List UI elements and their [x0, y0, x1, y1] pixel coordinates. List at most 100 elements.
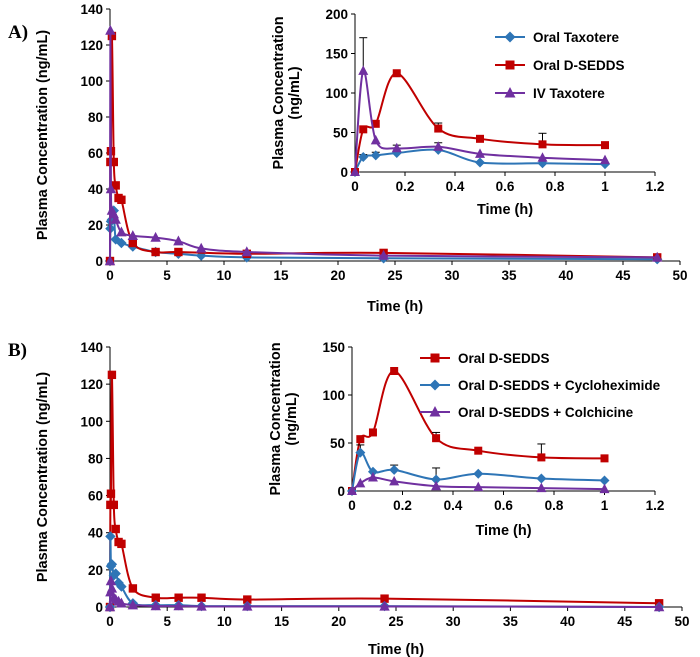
panel-b-main-point-oral-d-sedds [243, 595, 252, 604]
panel-b-inset-x-tick-label: 0.6 [494, 498, 513, 513]
panel-a-inset-point-oral-d-sedds [476, 134, 484, 143]
panel-b-main-point-oral-d-sedds [380, 594, 389, 603]
panel-a-main-point-oral-taxotere [110, 234, 121, 245]
panel-b-inset-legend-marker-oral-d-sedds-colchicine [429, 406, 441, 417]
panel-b-main-point-oral-d-sedds [174, 593, 183, 602]
panel-a-main-x-tick-label: 20 [330, 268, 345, 283]
panel-b-inset-point-oral-d-sedds-colchicine [599, 483, 610, 494]
panel-a-inset-point-oral-d-sedds [371, 119, 380, 128]
panel-b-main-x-tick-label: 0 [106, 614, 114, 629]
panel-b-main-point-oral-d-sedds-cycloheximide [110, 568, 121, 579]
panel-a-inset-point-iv-taxotere [358, 65, 369, 75]
panel-a-main-point-oral-taxotere [116, 237, 127, 249]
panel-a-inset-series-iv-taxotere [350, 37, 610, 176]
panel-b-inset-point-oral-d-sedds-cycloheximide [355, 447, 366, 458]
panel-b-main-point-oral-d-sedds-colchicine [150, 600, 161, 611]
panel-b-main-point-oral-d-sedds-colchicine [127, 599, 139, 610]
panel-b-inset-point-oral-d-sedds [537, 453, 546, 462]
panel-b-main-point-oral-d-sedds [117, 539, 126, 549]
panel-a-chart: 0 5 10 15 20 25 30 35 40 45 50020406080100120140Ti… [35, 2, 688, 315]
panel-a-inset-point-oral-taxotere [358, 151, 369, 162]
panel-a-inset-legend-label: IV Taxotere [533, 86, 605, 101]
panel-b-inset-legend-label: Oral D-SEDDS + Colchicine [458, 405, 634, 420]
panel-b-inset-y-tick-label: 100 [322, 388, 345, 403]
panel-a-main-point-oral-d-sedds [174, 247, 183, 257]
panel-b-inset-point-oral-d-sedds-colchicine [536, 482, 547, 493]
panel-b-inset-x-tick-label: 0.2 [393, 498, 412, 513]
panel-b-main-y-tick-label: 100 [80, 414, 103, 429]
panel-a-main-point-iv-taxotere [116, 226, 127, 237]
panel-b-inset-legend: Oral D-SEDDS Oral D-SEDDS + Cycloheximide… [420, 351, 661, 420]
panel-a-inset-legend-marker-oral-taxotere [504, 31, 516, 43]
panel-a-main-point-oral-d-sedds [151, 247, 160, 257]
panel-b-main-x-tick-label: 40 [560, 614, 575, 629]
panel-a-main-x-tick-label: 10 [216, 268, 231, 283]
panel-b-main-point-oral-d-sedds-colchicine [196, 600, 207, 611]
panel-b-main-x-tick-label: 10 [217, 614, 232, 629]
panel-b-main-point-oral-d-sedds-colchicine [173, 600, 184, 611]
panel-b-inset-point-oral-d-sedds-colchicine [473, 481, 484, 492]
panel-a-inset-point-iv-taxotere [537, 152, 548, 162]
panel-b-inset-point-oral-d-sedds [600, 454, 609, 463]
panel-b-inset-point-oral-d-sedds [390, 367, 399, 375]
panel-a-inset-chart: 0 0.2 0.4 0.6 0.8 1 1.2 0 50 100 150 200 Time (h) Pla… [271, 7, 664, 218]
panel-a-inset-x-tick-label: 0.2 [396, 179, 415, 194]
panel-b-inset-chart: 0 0.2 0.4 0.6 0.8 1 1.2 0 50 100 150 Time (h) Plasma… [268, 340, 664, 539]
panel-b-inset-point-oral-d-sedds-cycloheximide [367, 466, 378, 477]
panel-a-main-point-iv-taxotere [105, 24, 116, 35]
panel-a-main-x-tick-label: 30 [444, 268, 459, 283]
panel-a-main-y-tick-label: 20 [88, 218, 103, 233]
panel-b-inset-point-oral-d-sedds-cycloheximide [599, 475, 610, 486]
panel-a-inset-point-oral-d-sedds [538, 140, 547, 149]
panel-a-inset-x-tick-label: 0.8 [546, 179, 565, 194]
panel-b-main-x-tick-label: 20 [331, 614, 346, 629]
panel-a-inset-legend: Oral Taxotere Oral D-SEDDS IV Taxotere [495, 30, 625, 101]
panel-a-inset-point-oral-d-sedds [392, 69, 401, 78]
panel-b-inset-point-oral-d-sedds [474, 446, 483, 455]
panel-a-inset-point-oral-taxotere [475, 157, 485, 168]
panel-b-inset-point-oral-d-sedds-cycloheximide [473, 468, 484, 479]
panel-a-inset-point-oral-d-sedds [434, 124, 443, 133]
panel-a-inset-point-iv-taxotere [600, 154, 610, 165]
panel-a-main-x-tick-label: 35 [501, 268, 517, 283]
panel-a-main-x-tick-label: 5 [163, 268, 171, 283]
panel-a-main-point-iv-taxotere [241, 246, 252, 257]
panel-b-main-point-oral-d-sedds-colchicine [242, 600, 253, 611]
panel-a-main-x-tick-label: 40 [558, 268, 573, 283]
panel-b-main-point-oral-d-sedds-colchicine [379, 600, 390, 611]
panel-a-main-y-tick-label: 40 [88, 182, 103, 197]
panel-label-b: B) [8, 340, 27, 361]
panel-b-main-point-oral-d-sedds [107, 370, 117, 380]
panel-b-inset-y-tick-label: 50 [330, 436, 345, 451]
panel-a-main-series-iv-taxotere [104, 24, 663, 266]
panel-a-main-point-iv-taxotere [196, 242, 207, 253]
panel-b-inset-point-oral-d-sedds-colchicine [431, 480, 442, 491]
panel-b-main-point-oral-d-sedds [197, 593, 206, 602]
panel-b-main-y-tick-label: 60 [88, 489, 103, 504]
panel-b-main-y-tick-label: 0 [95, 600, 103, 615]
panel-b-main-y-tick-label: 80 [88, 451, 103, 466]
panel-a-main-y-tick-label: 120 [80, 38, 103, 53]
panel-a-main-y-tick-label: 100 [80, 74, 103, 89]
panel-a-inset-legend-marker-iv-taxotere [504, 87, 516, 98]
panel-b-main-point-oral-d-sedds-colchicine [105, 575, 117, 586]
panel-a-main-point-oral-d-sedds [109, 157, 118, 167]
panel-a-main-x-tick-label: 50 [672, 268, 687, 283]
panel-a-inset-point-oral-taxotere [370, 150, 381, 161]
panel-b-main-x-axis-title: Time (h) [368, 642, 424, 657]
panel-a-main-x-axis-title: Time (h) [367, 299, 423, 315]
panel-b-inset-y-axis-title: (ng/mL) [284, 392, 300, 445]
panel-b-inset-x-tick-label: 1 [601, 498, 609, 513]
panel-a-inset-x-tick-label: 1 [601, 179, 609, 194]
panel-a-inset-x-tick-label: 0 [351, 179, 359, 194]
panel-a-main-point-iv-taxotere [104, 255, 116, 266]
panel-a-main-point-iv-taxotere [127, 230, 138, 240]
panel-a-inset-point-iv-taxotere [350, 166, 360, 176]
panel-b-inset-point-oral-d-sedds-cycloheximide [431, 474, 442, 485]
panel-b-main-point-oral-d-sedds-cycloheximide [105, 531, 116, 542]
panel-b-inset-legend-marker-oral-d-sedds-cycloheximide [429, 379, 441, 391]
panel-b-main-y-tick-label: 120 [80, 377, 103, 392]
panel-b-main-x-tick-label: 35 [503, 614, 519, 629]
panel-b-inset-point-oral-d-sedds-colchicine [367, 472, 378, 482]
panel-a-main-y-axis-title: Plasma Concentration (ng/mL) [35, 30, 51, 240]
